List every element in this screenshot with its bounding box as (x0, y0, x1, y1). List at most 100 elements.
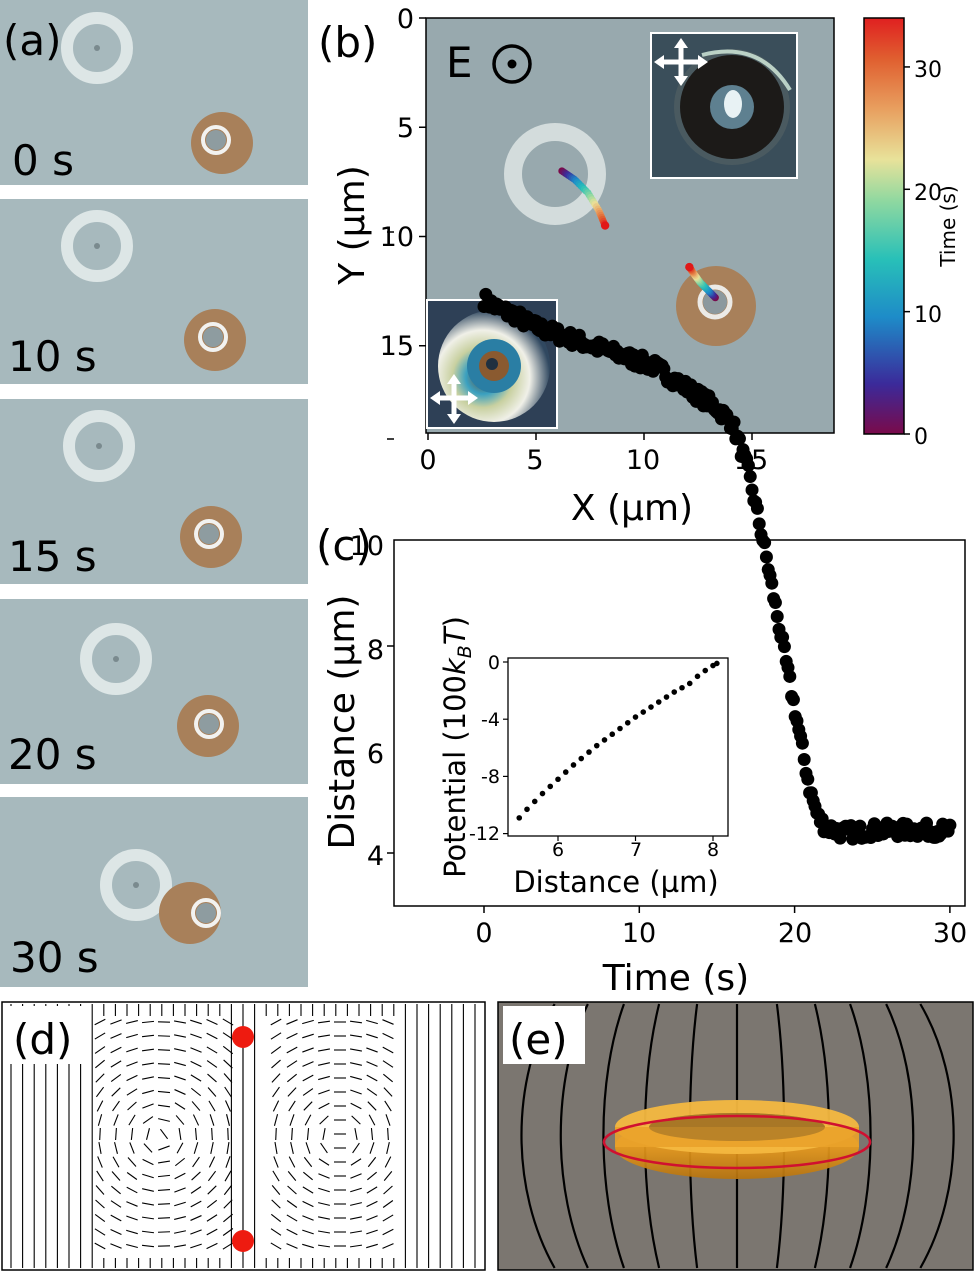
director-segment (225, 1100, 231, 1112)
director-segment (366, 1033, 378, 1039)
director-segment (222, 1018, 234, 1026)
director-segment (382, 1060, 394, 1068)
director-segment (286, 1060, 298, 1068)
inset-x-tick-7: 7 (630, 839, 642, 861)
director-segment (126, 1201, 138, 1207)
x-axis-label: Time (s) (602, 958, 749, 999)
director-segment (349, 1048, 363, 1052)
polarized-inset-ring (650, 32, 798, 179)
gold-ring-hole (194, 519, 224, 549)
director-segment (206, 1228, 218, 1236)
potential-point (663, 694, 670, 700)
distance-point (770, 610, 784, 624)
director-segment (190, 1087, 202, 1097)
inset-y-tick-m8: -8 (481, 766, 500, 788)
director-segment (142, 1076, 154, 1080)
director-segment (387, 1127, 389, 1141)
director-segment (349, 1034, 363, 1038)
director-segment (384, 1156, 392, 1168)
director-segment (350, 1187, 362, 1193)
director-segment (288, 1100, 296, 1112)
director-segment (126, 1172, 138, 1180)
director-segment (302, 1215, 314, 1221)
silica-particle (61, 210, 133, 282)
distance-point (797, 753, 811, 767)
distance-point (759, 550, 773, 564)
director-segment (126, 1061, 138, 1067)
director-segment (141, 1230, 155, 1234)
director-segment (318, 1075, 330, 1081)
director-segment (350, 1158, 362, 1166)
director-segment (130, 1127, 134, 1141)
potential-point (679, 684, 685, 691)
potential-point (547, 783, 554, 790)
director-segment (98, 1141, 102, 1155)
director-segment (157, 1217, 171, 1219)
director-segment (270, 1242, 282, 1250)
director-segment (224, 1086, 232, 1098)
colorbar-tick-10: 10 (914, 303, 942, 328)
director-segment (368, 1114, 376, 1126)
frame-background (0, 0, 308, 185)
director-segment (286, 1228, 298, 1236)
trajectory-end-point (600, 221, 610, 230)
director-segment (306, 1127, 310, 1141)
frame-30 (0, 797, 308, 987)
director-segment (366, 1243, 378, 1249)
director-segment (126, 1229, 138, 1235)
inset-y-tick-0: 0 (488, 652, 500, 674)
frame-background (0, 399, 308, 584)
gold-ring-hole (194, 709, 224, 739)
director-segment (350, 1173, 362, 1179)
field-line (602, 1003, 625, 1269)
director-segment (190, 1186, 202, 1194)
plot-frame (393, 539, 966, 907)
director-segment (273, 1156, 279, 1168)
director-segment (126, 1033, 138, 1039)
director-segment (142, 1173, 154, 1179)
gold-ring-hole (201, 125, 231, 155)
director-segment (158, 1145, 170, 1151)
director-segment (354, 1128, 358, 1140)
director-segment (350, 1089, 362, 1095)
director-segment (222, 1045, 234, 1055)
director-segment (287, 1185, 297, 1195)
director-segment (178, 1127, 182, 1141)
distance-point (833, 831, 847, 845)
director-segment (211, 1127, 213, 1141)
director-segment (318, 1158, 330, 1166)
field-out-of-plane-icon (492, 44, 532, 84)
potential-point (671, 689, 678, 695)
director-segment (382, 1046, 394, 1054)
x-tick-0: 0 (419, 445, 436, 476)
director-segment (157, 1077, 171, 1079)
director-segment (110, 1033, 122, 1039)
director-segment (273, 1114, 279, 1126)
director-segment (141, 1062, 155, 1066)
director-segment (111, 1087, 121, 1097)
potential-point (531, 798, 538, 805)
director-segment (174, 1048, 186, 1052)
frame-background (0, 199, 308, 384)
director-segment (190, 1215, 202, 1221)
gold-ring-core (206, 130, 226, 150)
director-segment (174, 1187, 186, 1193)
director-segment (110, 1060, 122, 1068)
director-segment (382, 1228, 394, 1236)
director-segment (286, 1046, 298, 1054)
director-segment (110, 1214, 122, 1222)
polarized-inset-particle (426, 299, 558, 429)
frame-background (0, 599, 308, 784)
director-segment (318, 1173, 330, 1179)
director-segment (142, 1116, 154, 1124)
inset-x-tick-8: 8 (707, 839, 719, 861)
inset-core (724, 90, 742, 118)
director-segment (286, 1032, 298, 1040)
director-segment (349, 1230, 363, 1234)
inset-y-tick-m12: -12 (469, 823, 500, 845)
x-tick-5: 5 (526, 445, 543, 476)
director-segment (206, 1060, 218, 1068)
potential-point (555, 776, 561, 783)
director-segment (286, 1073, 298, 1083)
director-segment (318, 1216, 330, 1220)
